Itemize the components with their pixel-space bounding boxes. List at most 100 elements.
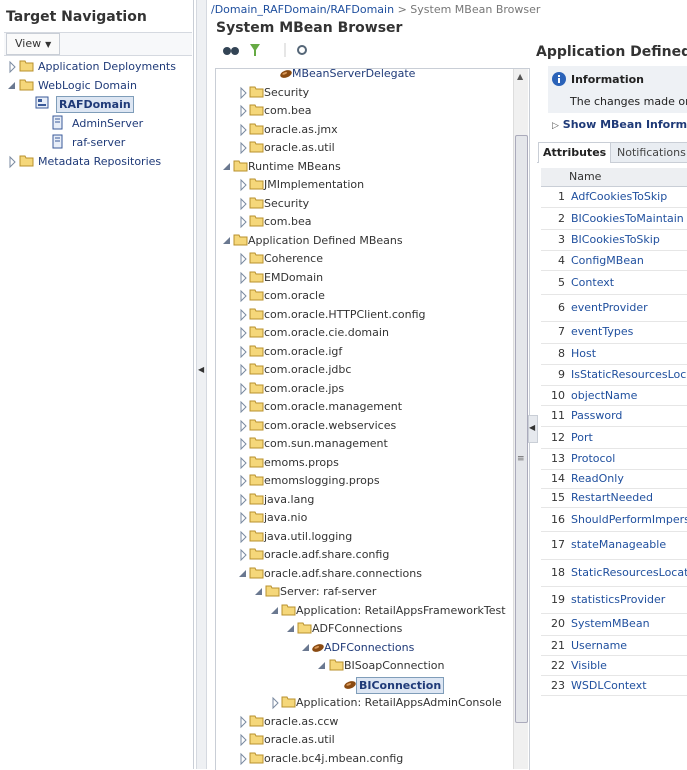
- tree-label[interactable]: com.oracle.jps: [264, 381, 345, 395]
- table-row[interactable]: 16 ShouldPerformImperson: [541, 508, 687, 532]
- tree-label[interactable]: Application: RetailAppsFrameworkTest: [296, 603, 506, 617]
- table-row[interactable]: 3 BICookiesToSkip: [541, 230, 687, 251]
- tree-row[interactable]: emomslogging.props: [216, 472, 529, 490]
- tree-row[interactable]: Application Defined MBeans: [216, 232, 529, 250]
- expander[interactable]: [7, 77, 19, 95]
- tree-label[interactable]: java.util.logging: [264, 529, 353, 543]
- expander[interactable]: [7, 153, 19, 171]
- tree-row[interactable]: oracle.adf.share.connections: [216, 565, 529, 583]
- tree-row[interactable]: Application: RetailAppsFrameworkTest: [216, 602, 529, 620]
- attribute-name[interactable]: stateManageable: [571, 538, 667, 552]
- tree-label[interactable]: Runtime MBeans: [248, 159, 341, 173]
- table-row[interactable]: 9 IsStaticResourcesLocatio: [541, 365, 687, 386]
- tree-row[interactable]: com.oracle.jps: [216, 380, 529, 398]
- tree-label[interactable]: EMDomain: [264, 270, 324, 284]
- tree-label[interactable]: RAFDomain: [56, 96, 134, 113]
- tree-label[interactable]: com.oracle.webservices: [264, 418, 397, 432]
- tree-row[interactable]: MBeanServerDelegate: [216, 68, 529, 83]
- expander[interactable]: [238, 528, 250, 546]
- table-row[interactable]: 12 Port: [541, 427, 687, 449]
- tree-label[interactable]: raf-server: [72, 136, 126, 149]
- tree-row[interactable]: Server: raf-server: [216, 583, 529, 601]
- attribute-name[interactable]: WSDLContext: [571, 678, 647, 692]
- tree-row[interactable]: com.bea: [216, 102, 529, 120]
- expander[interactable]: [238, 750, 250, 768]
- tree-row[interactable]: WebLogic Domain: [0, 77, 193, 95]
- tree-row[interactable]: RAFDomain: [0, 95, 193, 113]
- attribute-name[interactable]: Protocol: [571, 452, 616, 465]
- tree-label[interactable]: Security: [264, 196, 310, 210]
- table-row[interactable]: 11 Password: [541, 406, 687, 427]
- scroll-up[interactable]: ▲: [517, 72, 524, 81]
- attribute-name[interactable]: statisticsProvider: [571, 592, 666, 606]
- expander[interactable]: [238, 509, 250, 527]
- expander[interactable]: [238, 546, 250, 564]
- expander[interactable]: [254, 583, 266, 601]
- tree-row[interactable]: com.oracle.management: [216, 398, 529, 416]
- tree-row[interactable]: Application Deployments: [0, 58, 193, 76]
- tree-row[interactable]: com.oracle.cie.domain: [216, 324, 529, 342]
- attribute-name[interactable]: AdfCookiesToSkip: [571, 190, 668, 203]
- tree-row[interactable]: com.bea: [216, 213, 529, 231]
- expander[interactable]: [238, 435, 250, 453]
- expander[interactable]: [238, 713, 250, 731]
- attribute-name[interactable]: objectName: [571, 388, 638, 402]
- tree-row[interactable]: BISoapConnection: [216, 657, 529, 675]
- table-row[interactable]: 4 ConfigMBean: [541, 251, 687, 271]
- attribute-name[interactable]: ConfigMBean: [571, 253, 644, 267]
- table-row[interactable]: 5 Context: [541, 271, 687, 295]
- table-row[interactable]: 22 Visible: [541, 656, 687, 676]
- tab-notifications[interactable]: Notifications: [610, 142, 687, 163]
- attribute-name[interactable]: Username: [571, 638, 628, 652]
- expander[interactable]: [270, 694, 282, 712]
- attribute-name[interactable]: Context: [571, 275, 615, 289]
- tree-label[interactable]: oracle.as.util: [264, 141, 335, 154]
- attribute-name[interactable]: ShouldPerformImperson: [571, 512, 687, 526]
- tree-label[interactable]: Server: raf-server: [280, 585, 377, 598]
- tree-label[interactable]: MBeanServerDelegate: [292, 68, 416, 80]
- attribute-name[interactable]: ReadOnly: [571, 472, 624, 485]
- tree-row[interactable]: ADFConnections: [216, 639, 529, 657]
- tree-label[interactable]: emoms.props: [264, 455, 339, 469]
- tree-label[interactable]: ADFConnections: [312, 622, 403, 635]
- tree-label[interactable]: AdminServer: [72, 117, 144, 130]
- table-row[interactable]: 13 Protocol: [541, 449, 687, 470]
- table-row[interactable]: 23 WSDLContext: [541, 676, 687, 696]
- tree-row[interactable]: com.oracle.igf: [216, 343, 529, 361]
- tree-label[interactable]: com.sun.management: [264, 437, 388, 450]
- expander[interactable]: [317, 657, 329, 675]
- breadcrumb-link[interactable]: /Domain_RAFDomain/RAFDomain: [211, 3, 395, 16]
- find-icon[interactable]: [223, 47, 239, 55]
- table-row[interactable]: 6 eventProvider: [541, 295, 687, 322]
- tree-label[interactable]: JMImplementation: [264, 178, 365, 191]
- expander[interactable]: [238, 121, 250, 139]
- expander[interactable]: [301, 639, 313, 657]
- tree-label[interactable]: java.nio: [264, 511, 308, 524]
- expander[interactable]: [238, 565, 250, 583]
- tree-label[interactable]: oracle.as.ccw: [264, 714, 339, 728]
- tree-row[interactable]: com.oracle.HTTPClient.config: [216, 306, 529, 324]
- expander[interactable]: [7, 58, 19, 76]
- attribute-name[interactable]: eventProvider: [571, 300, 648, 314]
- expander[interactable]: [238, 398, 250, 416]
- tree-label[interactable]: com.oracle.cie.domain: [264, 326, 389, 339]
- expander[interactable]: [238, 269, 250, 287]
- expander[interactable]: [238, 84, 250, 102]
- expander[interactable]: [238, 176, 250, 194]
- tree-label[interactable]: com.oracle.igf: [264, 344, 343, 358]
- tree-label[interactable]: oracle.adf.share.config: [264, 548, 390, 561]
- tree-row[interactable]: java.lang: [216, 491, 529, 509]
- expander[interactable]: [238, 139, 250, 157]
- tree-row[interactable]: Runtime MBeans: [216, 158, 529, 176]
- table-row[interactable]: 7 eventTypes: [541, 322, 687, 344]
- table-row[interactable]: 8 Host: [541, 344, 687, 365]
- tree-row[interactable]: oracle.as.util: [216, 139, 529, 157]
- tree-label[interactable]: oracle.bc4j.mbean.config: [264, 751, 404, 765]
- tree-row[interactable]: oracle.bc4j.mbean.config: [216, 750, 529, 768]
- tree-label[interactable]: Metadata Repositories: [38, 155, 162, 168]
- scroll-thumb[interactable]: ≡: [515, 135, 528, 723]
- expander[interactable]: [222, 158, 234, 176]
- tree-row[interactable]: raf-server: [0, 134, 193, 152]
- tree-label[interactable]: com.oracle.HTTPClient.config: [264, 307, 426, 321]
- table-row[interactable]: 18 StaticResourcesLocation: [541, 560, 687, 587]
